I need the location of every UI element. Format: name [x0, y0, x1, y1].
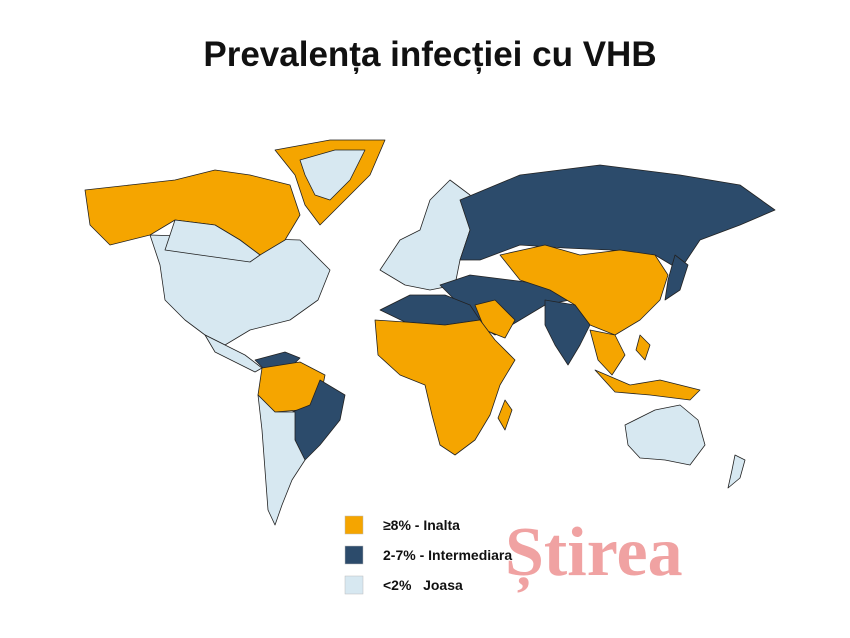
title: Prevalența infecției cu VHB [203, 35, 656, 74]
region [497, 399, 513, 431]
region [204, 334, 263, 373]
legend-label: ≥8% - Inalta [383, 517, 460, 533]
region [664, 254, 689, 301]
world-map [84, 139, 776, 526]
legend-swatch [344, 545, 364, 565]
legend-swatch [344, 575, 364, 595]
legend-label: <2% Joasa [383, 577, 463, 593]
region [374, 319, 516, 456]
region [164, 219, 261, 263]
region [727, 454, 746, 489]
legend-swatch [344, 515, 364, 535]
region [379, 179, 471, 291]
region [589, 329, 626, 376]
region [149, 234, 331, 346]
region [499, 244, 669, 336]
region [544, 299, 591, 366]
region [299, 149, 366, 201]
legend: ≥8% - Inalta 2-7% - Intermediara <2% Joasa [344, 515, 512, 595]
region [84, 169, 301, 256]
legend-label: 2-7% - Intermediara [383, 547, 512, 563]
region [257, 394, 306, 526]
region [594, 369, 701, 401]
region [635, 334, 651, 361]
region [624, 404, 706, 466]
watermark: Știrea [505, 514, 683, 593]
